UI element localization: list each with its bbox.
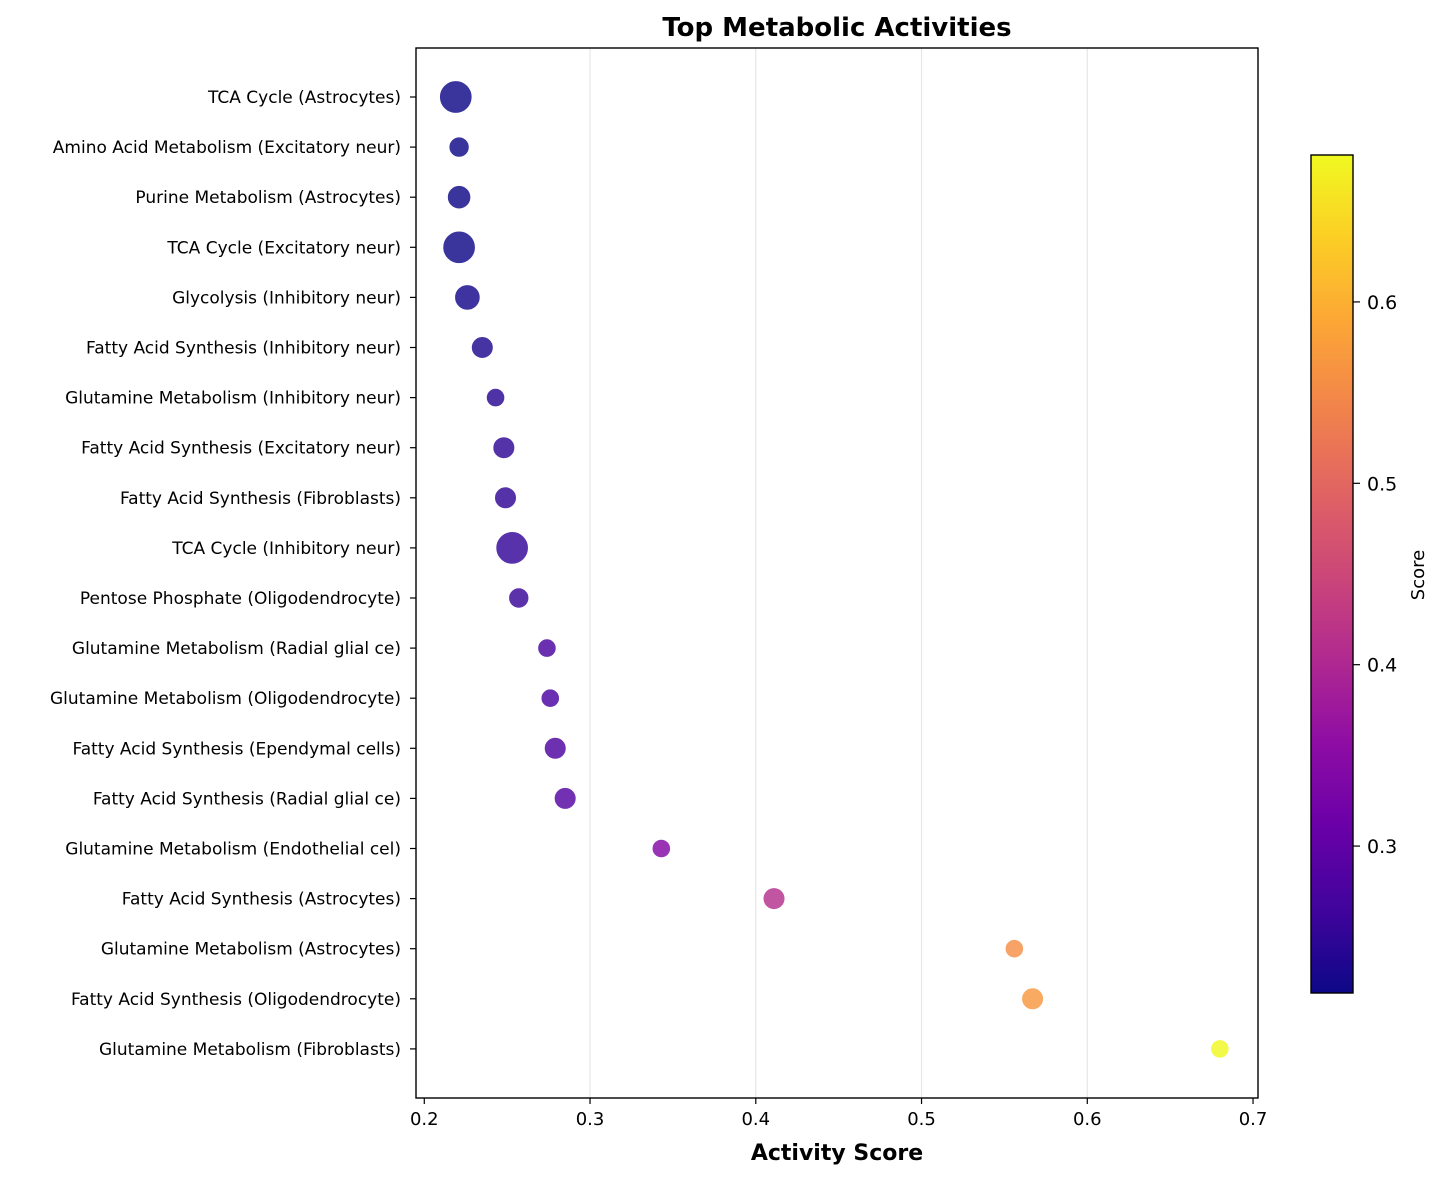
y-tick-label: Pentose Phosphate (Oligodendrocyte): [80, 589, 401, 609]
data-point: [485, 387, 506, 408]
y-tick-label: Glutamine Metabolism (Oligodendrocyte): [50, 689, 401, 709]
data-point: [493, 485, 518, 510]
y-tick-label: Fatty Acid Synthesis (Astrocytes): [122, 890, 401, 910]
plot-frame: [415, 47, 1259, 1099]
colorbar-tick-label: 0.5: [1367, 473, 1397, 495]
data-point: [438, 79, 474, 115]
data-point: [491, 435, 516, 460]
data-point: [507, 586, 530, 610]
data-point: [651, 838, 672, 859]
x-tick-label: 0.3: [576, 1109, 605, 1130]
data-point: [536, 637, 558, 659]
data-point: [762, 886, 787, 911]
data-point: [1004, 938, 1025, 959]
colorbar-frame: [1310, 154, 1354, 994]
y-tick-label: Purine Metabolism (Astrocytes): [135, 188, 401, 208]
y-tick-label: Fatty Acid Synthesis (Inhibitory neur): [86, 339, 401, 359]
x-tick-label: 0.7: [1239, 1109, 1268, 1130]
chart-title: Top Metabolic Activities: [662, 13, 1011, 43]
y-tick-label: TCA Cycle (Inhibitory neur): [171, 539, 401, 559]
y-tick-label: TCA Cycle (Excitatory neur): [166, 238, 401, 258]
colorbar-tick-label: 0.4: [1367, 655, 1397, 677]
y-tick-label: TCA Cycle (Astrocytes): [207, 88, 401, 108]
x-tick-label: 0.2: [410, 1109, 439, 1130]
colorbar-label: Score: [1408, 550, 1429, 600]
x-tick-label: 0.5: [907, 1109, 936, 1130]
x-tick-label: 0.4: [741, 1109, 770, 1130]
x-tick-label: 0.6: [1073, 1109, 1102, 1130]
data-point: [494, 530, 530, 566]
y-axis-ticks: TCA Cycle (Astrocytes) Amino Acid Metabol…: [50, 88, 416, 1060]
data-point: [1020, 986, 1045, 1011]
x-axis-ticks: 0.2 0.3 0.4 0.5 0.6 0.7: [410, 1098, 1267, 1130]
data-points: [438, 79, 1231, 1060]
data-point: [539, 687, 561, 709]
y-tick-label: Glutamine Metabolism (Astrocytes): [101, 940, 401, 960]
y-tick-label: Glutamine Metabolism (Endothelial cel): [65, 840, 401, 860]
data-point: [553, 786, 578, 811]
y-tick-label: Glutamine Metabolism (Fibroblasts): [99, 1040, 401, 1060]
data-point: [543, 736, 568, 761]
y-tick-label: Glutamine Metabolism (Radial glial ce): [72, 639, 401, 659]
data-point: [470, 335, 495, 360]
colorbar-tick-label: 0.6: [1367, 292, 1397, 314]
colorbar-tick-label: 0.3: [1367, 836, 1397, 858]
y-tick-label: Glycolysis (Inhibitory neur): [172, 288, 401, 308]
y-tick-label: Fatty Acid Synthesis (Radial glial ce): [93, 789, 401, 809]
data-point: [1209, 1038, 1231, 1060]
data-point: [453, 283, 482, 312]
data-point: [441, 229, 477, 265]
x-axis-label: Activity Score: [751, 1141, 923, 1166]
y-tick-label: Amino Acid Metabolism (Excitatory neur): [53, 138, 401, 158]
y-tick-label: Fatty Acid Synthesis (Fibroblasts): [120, 489, 401, 509]
y-tick-label: Fatty Acid Synthesis (Ependymal cells): [73, 739, 402, 759]
colorbar: 0.3 0.4 0.5 0.6 Score: [1310, 154, 1429, 994]
x-grid: [589, 48, 1088, 1098]
data-point: [446, 184, 472, 210]
y-tick-label: Glutamine Metabolism (Inhibitory neur): [65, 389, 401, 409]
colorbar-gradient: [1311, 155, 1353, 993]
colorbar-ticks: 0.3 0.4 0.5 0.6: [1353, 292, 1397, 858]
y-tick-label: Fatty Acid Synthesis (Excitatory neur): [81, 439, 401, 459]
data-point: [447, 135, 471, 159]
y-tick-label: Fatty Acid Synthesis (Oligodendrocyte): [71, 990, 401, 1010]
